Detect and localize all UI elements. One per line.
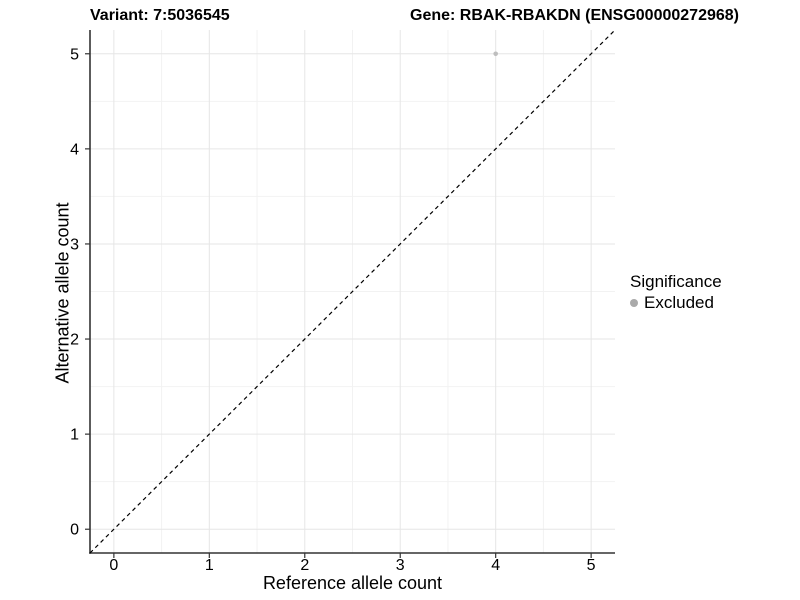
data-point: [493, 51, 498, 57]
y-tick-label: 1: [70, 427, 79, 444]
y-tick-label: 2: [70, 332, 79, 349]
identity-line: [89, 29, 616, 554]
legend-point-icon: [630, 299, 638, 307]
gene-title: Gene: RBAK-RBAKDN (ENSG00000272968): [410, 7, 739, 24]
x-tick-label: 4: [491, 557, 500, 574]
legend-item-label: Excluded: [644, 293, 714, 312]
y-axis-label: Alternative allele count: [52, 202, 73, 384]
x-tick-label: 0: [109, 557, 118, 574]
x-tick-label: 5: [587, 557, 596, 574]
legend-item-excluded: Excluded: [630, 293, 722, 313]
x-tick-label: 2: [300, 557, 309, 574]
y-tick-label: 5: [70, 46, 79, 63]
y-tick-label: 4: [70, 141, 79, 158]
x-tick-label: 3: [396, 557, 405, 574]
x-axis-label: Reference allele count: [262, 573, 443, 593]
legend-title: Significance: [630, 272, 722, 291]
legend: Significance Excluded: [630, 272, 722, 313]
x-tick-label: 1: [205, 557, 214, 574]
y-tick-label: 3: [70, 236, 79, 253]
variant-title: Variant: 7:5036545: [90, 7, 230, 24]
y-tick-label: 0: [70, 522, 79, 539]
